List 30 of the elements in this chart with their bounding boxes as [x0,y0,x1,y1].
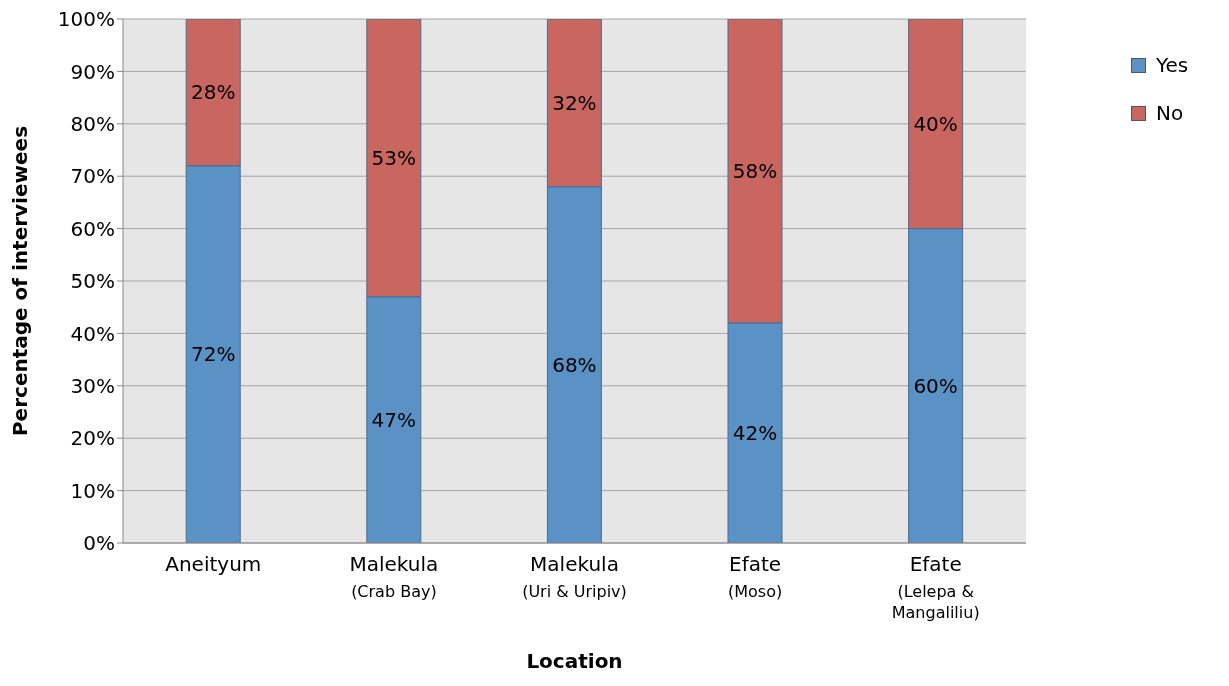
y-axis-title: Percentage of interviewees [8,125,33,437]
x-tick-label: Aneityum [165,552,262,576]
data-label: 68% [552,352,597,377]
data-label: 58% [732,158,778,183]
legend-label: Yes [1156,53,1189,77]
y-tick-label: 80% [70,111,115,136]
data-label: 32% [552,90,597,115]
y-tick-label: 20% [70,426,115,451]
data-label: 47% [371,407,417,432]
x-tick-label: Malekula (Crab Bay) [349,552,439,601]
data-label: 40% [913,111,958,136]
y-tick-label: 90% [70,59,115,84]
x-tick-label: Efate (Moso) [728,552,783,601]
x-tick-label: Malekula (Uri & Uripiv) [522,552,627,601]
y-tick-label: 50% [70,269,115,294]
data-label: 42% [732,420,778,445]
y-tick-label: 30% [70,373,115,398]
y-tick-label: 100% [57,7,115,32]
legend-label: No [1156,101,1184,125]
y-tick-label: 60% [70,216,115,241]
y-tick-label: 0% [83,531,115,556]
y-tick-label: 70% [70,164,115,189]
y-tick-label: 10% [70,478,115,503]
x-tick-label: Efate (Lelepa & Mangaliliu) [891,552,980,622]
data-label: 53% [371,145,417,170]
data-label: 72% [190,342,236,367]
data-label: 28% [190,80,236,105]
x-axis-title: Location [526,649,623,673]
data-label: 60% [913,373,958,398]
y-tick-label: 40% [70,321,115,346]
